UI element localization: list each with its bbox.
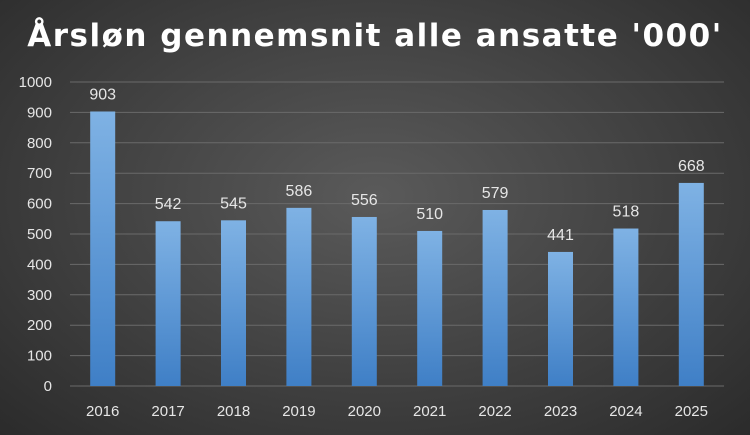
x-tick-label: 2016: [86, 403, 119, 420]
bars: [90, 111, 704, 386]
y-tick-label: 700: [27, 165, 52, 182]
data-label-2020: 556: [351, 192, 378, 209]
data-label-2024: 518: [613, 204, 640, 221]
data-label-2023: 441: [547, 227, 574, 244]
data-label-2019: 586: [286, 183, 313, 200]
bar-2025: [678, 182, 704, 386]
y-tick-label: 600: [27, 196, 52, 213]
bar-2022: [482, 209, 508, 386]
x-tick-label: 2022: [478, 403, 511, 420]
data-label-2017: 542: [155, 196, 182, 213]
bar-2017: [155, 221, 181, 386]
bar-2018: [221, 220, 246, 386]
bar-2020: [351, 216, 377, 386]
x-axis-ticks: 2016 2017 2018 2019 2020 2021 2022 2023 2024 2025: [86, 403, 708, 420]
bar-2021: [417, 230, 443, 386]
data-label-2018: 545: [220, 195, 247, 212]
data-label-2021: 510: [416, 206, 443, 223]
data-label-2022: 579: [482, 185, 509, 202]
y-tick-label: 0: [44, 378, 52, 395]
chart-title: Årsløn gennemsnit alle ansatte '000': [27, 18, 723, 54]
bar-2023: [548, 251, 573, 386]
data-label-2025: 668: [678, 158, 705, 175]
y-tick-label: 400: [27, 256, 52, 273]
bar-2019: [286, 207, 312, 386]
x-tick-label: 2023: [544, 403, 577, 420]
x-tick-label: 2019: [282, 403, 315, 420]
bar-2024: [613, 228, 639, 386]
data-labels: 903 542 545 586 556 510 579 441 518 668: [89, 86, 704, 243]
x-tick-label: 2024: [609, 403, 642, 420]
x-tick-label: 2018: [217, 403, 250, 420]
y-tick-label: 900: [27, 104, 52, 121]
data-label-2016: 903: [89, 86, 116, 103]
bar-2016: [90, 111, 116, 386]
x-tick-label: 2025: [675, 403, 708, 420]
y-tick-label: 800: [27, 135, 52, 152]
x-tick-label: 2017: [151, 403, 184, 420]
x-tick-label: 2020: [348, 403, 381, 420]
y-tick-label: 1000: [19, 74, 52, 91]
y-tick-label: 300: [27, 287, 52, 304]
y-axis-ticks: 0 100 200 300 400 500 600 700 800 900 1000: [19, 74, 52, 395]
y-tick-label: 500: [27, 226, 52, 243]
y-tick-label: 200: [27, 317, 52, 334]
y-tick-label: 100: [27, 348, 52, 365]
x-tick-label: 2021: [413, 403, 446, 420]
